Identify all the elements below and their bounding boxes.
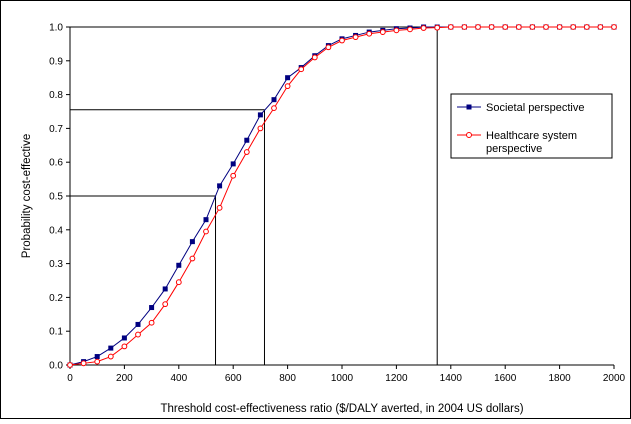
x-tick-label: 1400 xyxy=(440,373,463,384)
legend-box xyxy=(450,93,613,159)
x-tick-label: 400 xyxy=(170,373,187,384)
y-tick-label: 1.0 xyxy=(49,23,63,34)
data-point-societal xyxy=(217,183,223,189)
data-point-healthcare xyxy=(434,24,441,31)
data-point-healthcare xyxy=(148,319,155,326)
y-tick-label: 0.5 xyxy=(49,192,63,203)
x-tick-label: 0 xyxy=(67,373,73,384)
legend-label-societal: Societal perspective xyxy=(486,102,584,114)
data-point-healthcare xyxy=(379,29,386,35)
data-point-healthcare xyxy=(80,360,87,367)
data-point-societal xyxy=(108,345,114,351)
legend-entry-healthcare: Healthcare system perspective xyxy=(457,130,580,155)
y-tick-label: 0.0 xyxy=(49,361,63,372)
x-tick-label: 600 xyxy=(225,373,242,384)
data-point-healthcare xyxy=(325,44,332,51)
data-point-societal xyxy=(271,97,277,103)
data-point-healthcare xyxy=(515,24,522,30)
x-tick-label: 1200 xyxy=(385,373,408,384)
y-tick-label: 0.3 xyxy=(49,259,63,270)
data-point-societal xyxy=(244,137,250,143)
data-point-healthcare xyxy=(94,358,101,365)
data-point-societal xyxy=(121,335,127,341)
y-tick-label: 0.7 xyxy=(49,124,63,135)
legend-marker-societal xyxy=(466,104,472,110)
data-point-healthcare xyxy=(107,353,114,360)
data-point-healthcare xyxy=(543,24,549,30)
data-point-healthcare xyxy=(339,37,345,44)
data-point-healthcare xyxy=(570,24,577,30)
y-tick-label: 0.4 xyxy=(49,225,63,236)
series-layer xyxy=(67,24,617,368)
data-point-healthcare xyxy=(203,228,209,235)
data-point-healthcare xyxy=(67,362,73,368)
legend: Societal perspective Healthcare system p… xyxy=(450,93,613,159)
x-tick-label: 800 xyxy=(279,373,296,384)
data-point-healthcare xyxy=(420,25,427,31)
legend-entry-societal: Societal perspective xyxy=(457,102,584,114)
data-point-societal xyxy=(94,354,100,360)
data-point-healthcare xyxy=(461,24,468,30)
data-point-healthcare xyxy=(502,24,509,30)
legend-label-healthcare: Healthcare system perspective xyxy=(486,130,580,155)
data-point-healthcare xyxy=(529,24,536,30)
data-point-healthcare xyxy=(298,66,305,73)
reference-lines xyxy=(70,26,438,365)
y-tick-label: 0.1 xyxy=(49,327,63,338)
legend-marker-healthcare xyxy=(466,132,472,138)
x-tick-label: 1800 xyxy=(548,373,571,384)
data-point-healthcare xyxy=(611,24,617,30)
data-point-healthcare xyxy=(216,204,223,211)
data-point-healthcare xyxy=(284,83,291,90)
data-point-healthcare xyxy=(175,279,182,286)
data-point-societal xyxy=(203,217,209,223)
data-point-healthcare xyxy=(583,24,590,30)
data-point-healthcare xyxy=(121,343,128,350)
legend-label-healthcare-line1: Healthcare system xyxy=(486,130,577,142)
ticks-layer: 0.0 0.1 0.2 0.3 0.4 0.5 0.6 0.7 0.8 0.9 1.0 0 200 400… xyxy=(49,23,625,385)
data-point-healthcare xyxy=(393,27,400,34)
y-axis-title: Probability cost-effective xyxy=(21,134,33,258)
data-point-societal xyxy=(149,305,155,311)
data-point-healthcare xyxy=(311,54,318,61)
data-point-healthcare xyxy=(488,24,495,30)
data-point-healthcare xyxy=(271,105,277,112)
y-tick-label: 0.9 xyxy=(49,56,63,67)
data-point-healthcare xyxy=(162,301,169,308)
data-point-healthcare xyxy=(475,24,481,30)
data-point-healthcare xyxy=(366,30,373,37)
data-point-societal xyxy=(162,286,168,292)
x-tick-label: 200 xyxy=(116,373,133,384)
data-point-societal xyxy=(189,239,195,245)
x-tick-label: 1000 xyxy=(331,373,354,384)
x-tick-label: 1600 xyxy=(494,373,517,384)
data-point-healthcare xyxy=(189,255,196,262)
y-tick-label: 0.2 xyxy=(49,293,63,304)
data-point-healthcare xyxy=(556,24,563,30)
data-point-societal xyxy=(257,112,263,118)
series-healthcare xyxy=(67,24,617,368)
data-point-healthcare xyxy=(230,172,237,179)
data-point-healthcare xyxy=(407,26,413,33)
x-axis-title: Threshold cost-effectiveness ratio ($/DA… xyxy=(160,403,523,415)
y-tick-label: 0.6 xyxy=(49,158,63,169)
data-point-societal xyxy=(285,75,291,81)
legend-label-healthcare-line2: perspective xyxy=(486,143,542,155)
data-point-healthcare xyxy=(243,149,250,155)
data-point-healthcare xyxy=(135,331,141,338)
data-point-societal xyxy=(176,262,182,268)
data-point-healthcare xyxy=(352,34,359,41)
data-point-healthcare xyxy=(597,24,604,30)
y-tick-label: 0.8 xyxy=(49,90,63,101)
data-point-societal xyxy=(135,321,141,327)
data-point-healthcare xyxy=(257,125,264,132)
data-point-societal xyxy=(230,161,236,167)
data-point-healthcare xyxy=(447,24,454,30)
x-tick-label: 2000 xyxy=(603,373,626,384)
